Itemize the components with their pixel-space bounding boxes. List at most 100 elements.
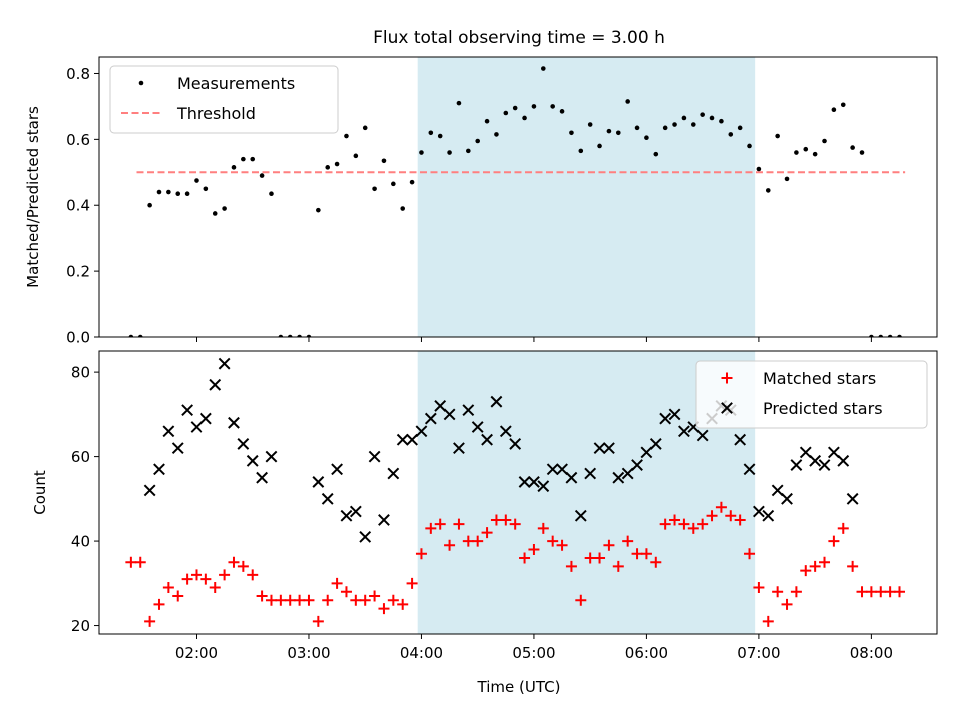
measurement-point	[344, 133, 349, 139]
measurement-point	[175, 191, 181, 197]
predicted-star-point	[584, 467, 597, 480]
measurement-point	[156, 189, 162, 195]
measurement-point	[681, 115, 687, 121]
measurement-point	[456, 100, 462, 106]
predicted-star-point	[734, 433, 747, 446]
matched-star-point	[444, 539, 456, 551]
matched-star-point	[781, 598, 793, 610]
predicted-star-point	[771, 484, 784, 497]
y-tick-label: 0.4	[66, 197, 90, 215]
x-tick-label: 06:00	[625, 644, 668, 662]
predicted-star-point	[359, 530, 372, 543]
matched-star-point	[209, 582, 221, 594]
measurement-point	[166, 189, 171, 195]
measurement-point	[662, 125, 668, 131]
matched-star-point	[865, 586, 877, 598]
predicted-star-point	[509, 438, 522, 450]
measurement-point	[728, 132, 734, 137]
measurement-point	[531, 104, 537, 109]
top-panel: 0.0 0.2 0.4 0.6 0.8 Matched/Predicted stars Me…	[24, 56, 938, 347]
predicted-star-point	[762, 509, 775, 522]
predicted-star-point	[199, 412, 212, 425]
measurement-point	[278, 334, 284, 337]
measurement-point	[869, 334, 874, 337]
matched-star-point	[612, 560, 624, 572]
matched-star-point	[200, 573, 212, 585]
matched-star-point	[125, 556, 137, 568]
predicted-star-point	[649, 438, 662, 450]
measurement-point	[775, 133, 780, 139]
measurement-point	[859, 150, 865, 155]
matched-star-point	[369, 590, 381, 602]
y-tick-label: 0.8	[66, 65, 90, 83]
measurement-point	[522, 115, 527, 121]
predicted-star-point	[237, 438, 250, 450]
matched-star-point	[584, 552, 596, 564]
matched-star-point	[603, 539, 615, 551]
measurement-point	[147, 202, 152, 208]
predicted-star-point	[443, 408, 456, 421]
legend-box	[695, 360, 928, 429]
matched-star-point	[219, 569, 231, 581]
predicted-star-point	[499, 425, 512, 438]
y-tick-label: 0.6	[66, 131, 90, 149]
y-tick-label: 60	[71, 448, 90, 466]
matched-star-point	[509, 518, 521, 530]
measurement-point	[606, 128, 612, 134]
matched-star-point	[247, 569, 259, 581]
measurements-legend-icon	[138, 80, 144, 86]
matched-star-point	[172, 590, 184, 602]
measurement-point	[475, 138, 480, 144]
predicted-star-point	[218, 357, 231, 370]
predicted-star-point	[434, 400, 447, 412]
matched-star-point	[715, 501, 727, 513]
measurement-point	[653, 151, 659, 157]
matched-legend-icon	[721, 372, 733, 384]
matched-star-point	[397, 598, 409, 610]
matched-star-point	[425, 522, 437, 534]
predicted-star-point	[809, 454, 822, 467]
predicted-star-point	[827, 446, 840, 459]
matched-star-point	[462, 535, 474, 547]
measurement-point	[709, 115, 715, 121]
measurement-point	[241, 156, 246, 162]
matched-star-point	[809, 560, 821, 572]
predicted-star-point	[321, 492, 334, 505]
matched-star-point	[687, 522, 699, 534]
measurement-point	[887, 334, 893, 337]
y-axis-label: Count	[31, 470, 49, 515]
matched-star-point	[528, 544, 540, 556]
matched-star-point	[434, 518, 446, 530]
matched-star-point	[359, 594, 371, 606]
matched-star-point	[669, 514, 681, 526]
predicted-star-point	[143, 484, 156, 497]
axes-frame	[98, 350, 938, 635]
matched-star-point	[303, 594, 315, 606]
predicted-star-point	[368, 450, 381, 463]
x-tick-label: 07:00	[737, 644, 780, 662]
measurement-point	[222, 206, 227, 211]
predicted-star-point	[621, 467, 634, 480]
predicted-star-point	[678, 425, 690, 438]
matched-star-point	[790, 586, 802, 598]
measurement-point	[409, 179, 415, 185]
measurement-point	[325, 165, 331, 170]
measurement-point	[850, 145, 855, 150]
measurement-point	[231, 165, 237, 170]
measurement-point	[719, 118, 724, 124]
predicted-star-point	[640, 446, 653, 459]
x-tick-label: 08:00	[850, 644, 893, 662]
predicted-star-point	[556, 463, 568, 476]
predicted-star-point	[246, 454, 259, 467]
measurement-point	[184, 191, 190, 197]
predicted-star-point	[818, 459, 831, 471]
matched-star-point	[256, 590, 268, 602]
predicted-star-point	[565, 471, 578, 484]
matched-star-point	[753, 582, 765, 594]
matched-star-point	[481, 527, 493, 539]
predicted-star-point	[378, 514, 390, 526]
matched-star-point	[631, 548, 643, 560]
measurement-point	[634, 125, 640, 131]
predicted-star-point	[349, 505, 362, 518]
